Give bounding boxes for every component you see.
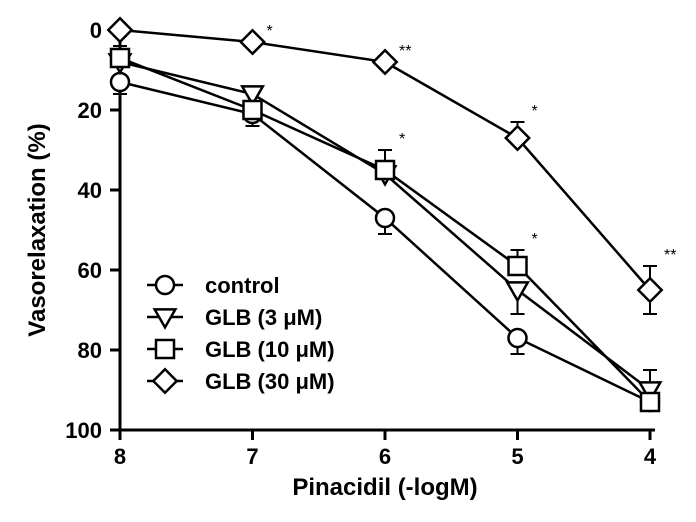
svg-text:7: 7 xyxy=(246,444,258,469)
svg-text:20: 20 xyxy=(78,98,102,123)
svg-text:4: 4 xyxy=(644,444,657,469)
svg-text:40: 40 xyxy=(78,178,102,203)
svg-text:**: ** xyxy=(664,247,676,264)
chart-container: { "chart": { "type": "line-errorbar", "w… xyxy=(0,0,696,522)
svg-text:60: 60 xyxy=(78,258,102,283)
svg-text:Pinacidil (-logM): Pinacidil (-logM) xyxy=(292,474,477,501)
svg-text:*: * xyxy=(532,103,538,120)
svg-text:8: 8 xyxy=(114,444,126,469)
svg-text:0: 0 xyxy=(90,18,102,43)
svg-text:*: * xyxy=(267,23,273,40)
svg-text:*: * xyxy=(399,131,405,148)
svg-text:*: * xyxy=(532,231,538,248)
svg-text:100: 100 xyxy=(65,418,102,443)
svg-text:5: 5 xyxy=(511,444,523,469)
svg-text:GLB (3 μM): GLB (3 μM) xyxy=(205,305,322,330)
svg-text:GLB (10 μM): GLB (10 μM) xyxy=(205,337,335,362)
svg-text:**: ** xyxy=(399,43,411,60)
svg-text:Vasorelaxation (%): Vasorelaxation (%) xyxy=(24,123,51,336)
svg-text:GLB (30 μM): GLB (30 μM) xyxy=(205,369,335,394)
chart-svg: 0 20 40 60 80 100 8 7 6 5 4 Pinacidil (-logM) Vasore… xyxy=(0,0,696,522)
svg-text:control: control xyxy=(205,273,280,298)
svg-text:80: 80 xyxy=(78,338,102,363)
svg-text:6: 6 xyxy=(379,444,391,469)
